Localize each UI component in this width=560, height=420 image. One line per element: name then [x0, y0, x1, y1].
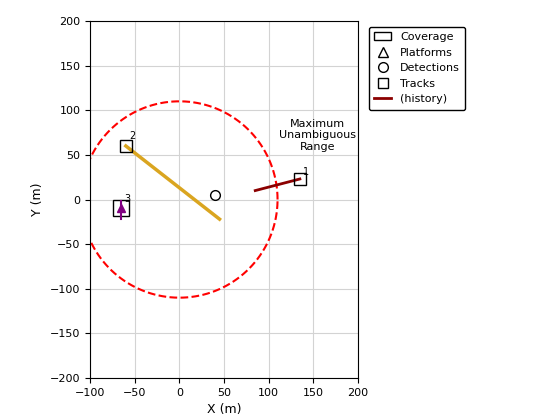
Y-axis label: Y (m): Y (m): [31, 183, 44, 216]
X-axis label: X (m): X (m): [207, 403, 241, 416]
Text: 2: 2: [129, 131, 136, 142]
Legend: Coverage, Platforms, Detections, Tracks, (history): Coverage, Platforms, Detections, Tracks,…: [369, 26, 465, 110]
Text: Maximum
Unambiguous
Range: Maximum Unambiguous Range: [279, 118, 356, 152]
Text: 1: 1: [302, 167, 309, 177]
Text: 3: 3: [124, 194, 130, 204]
